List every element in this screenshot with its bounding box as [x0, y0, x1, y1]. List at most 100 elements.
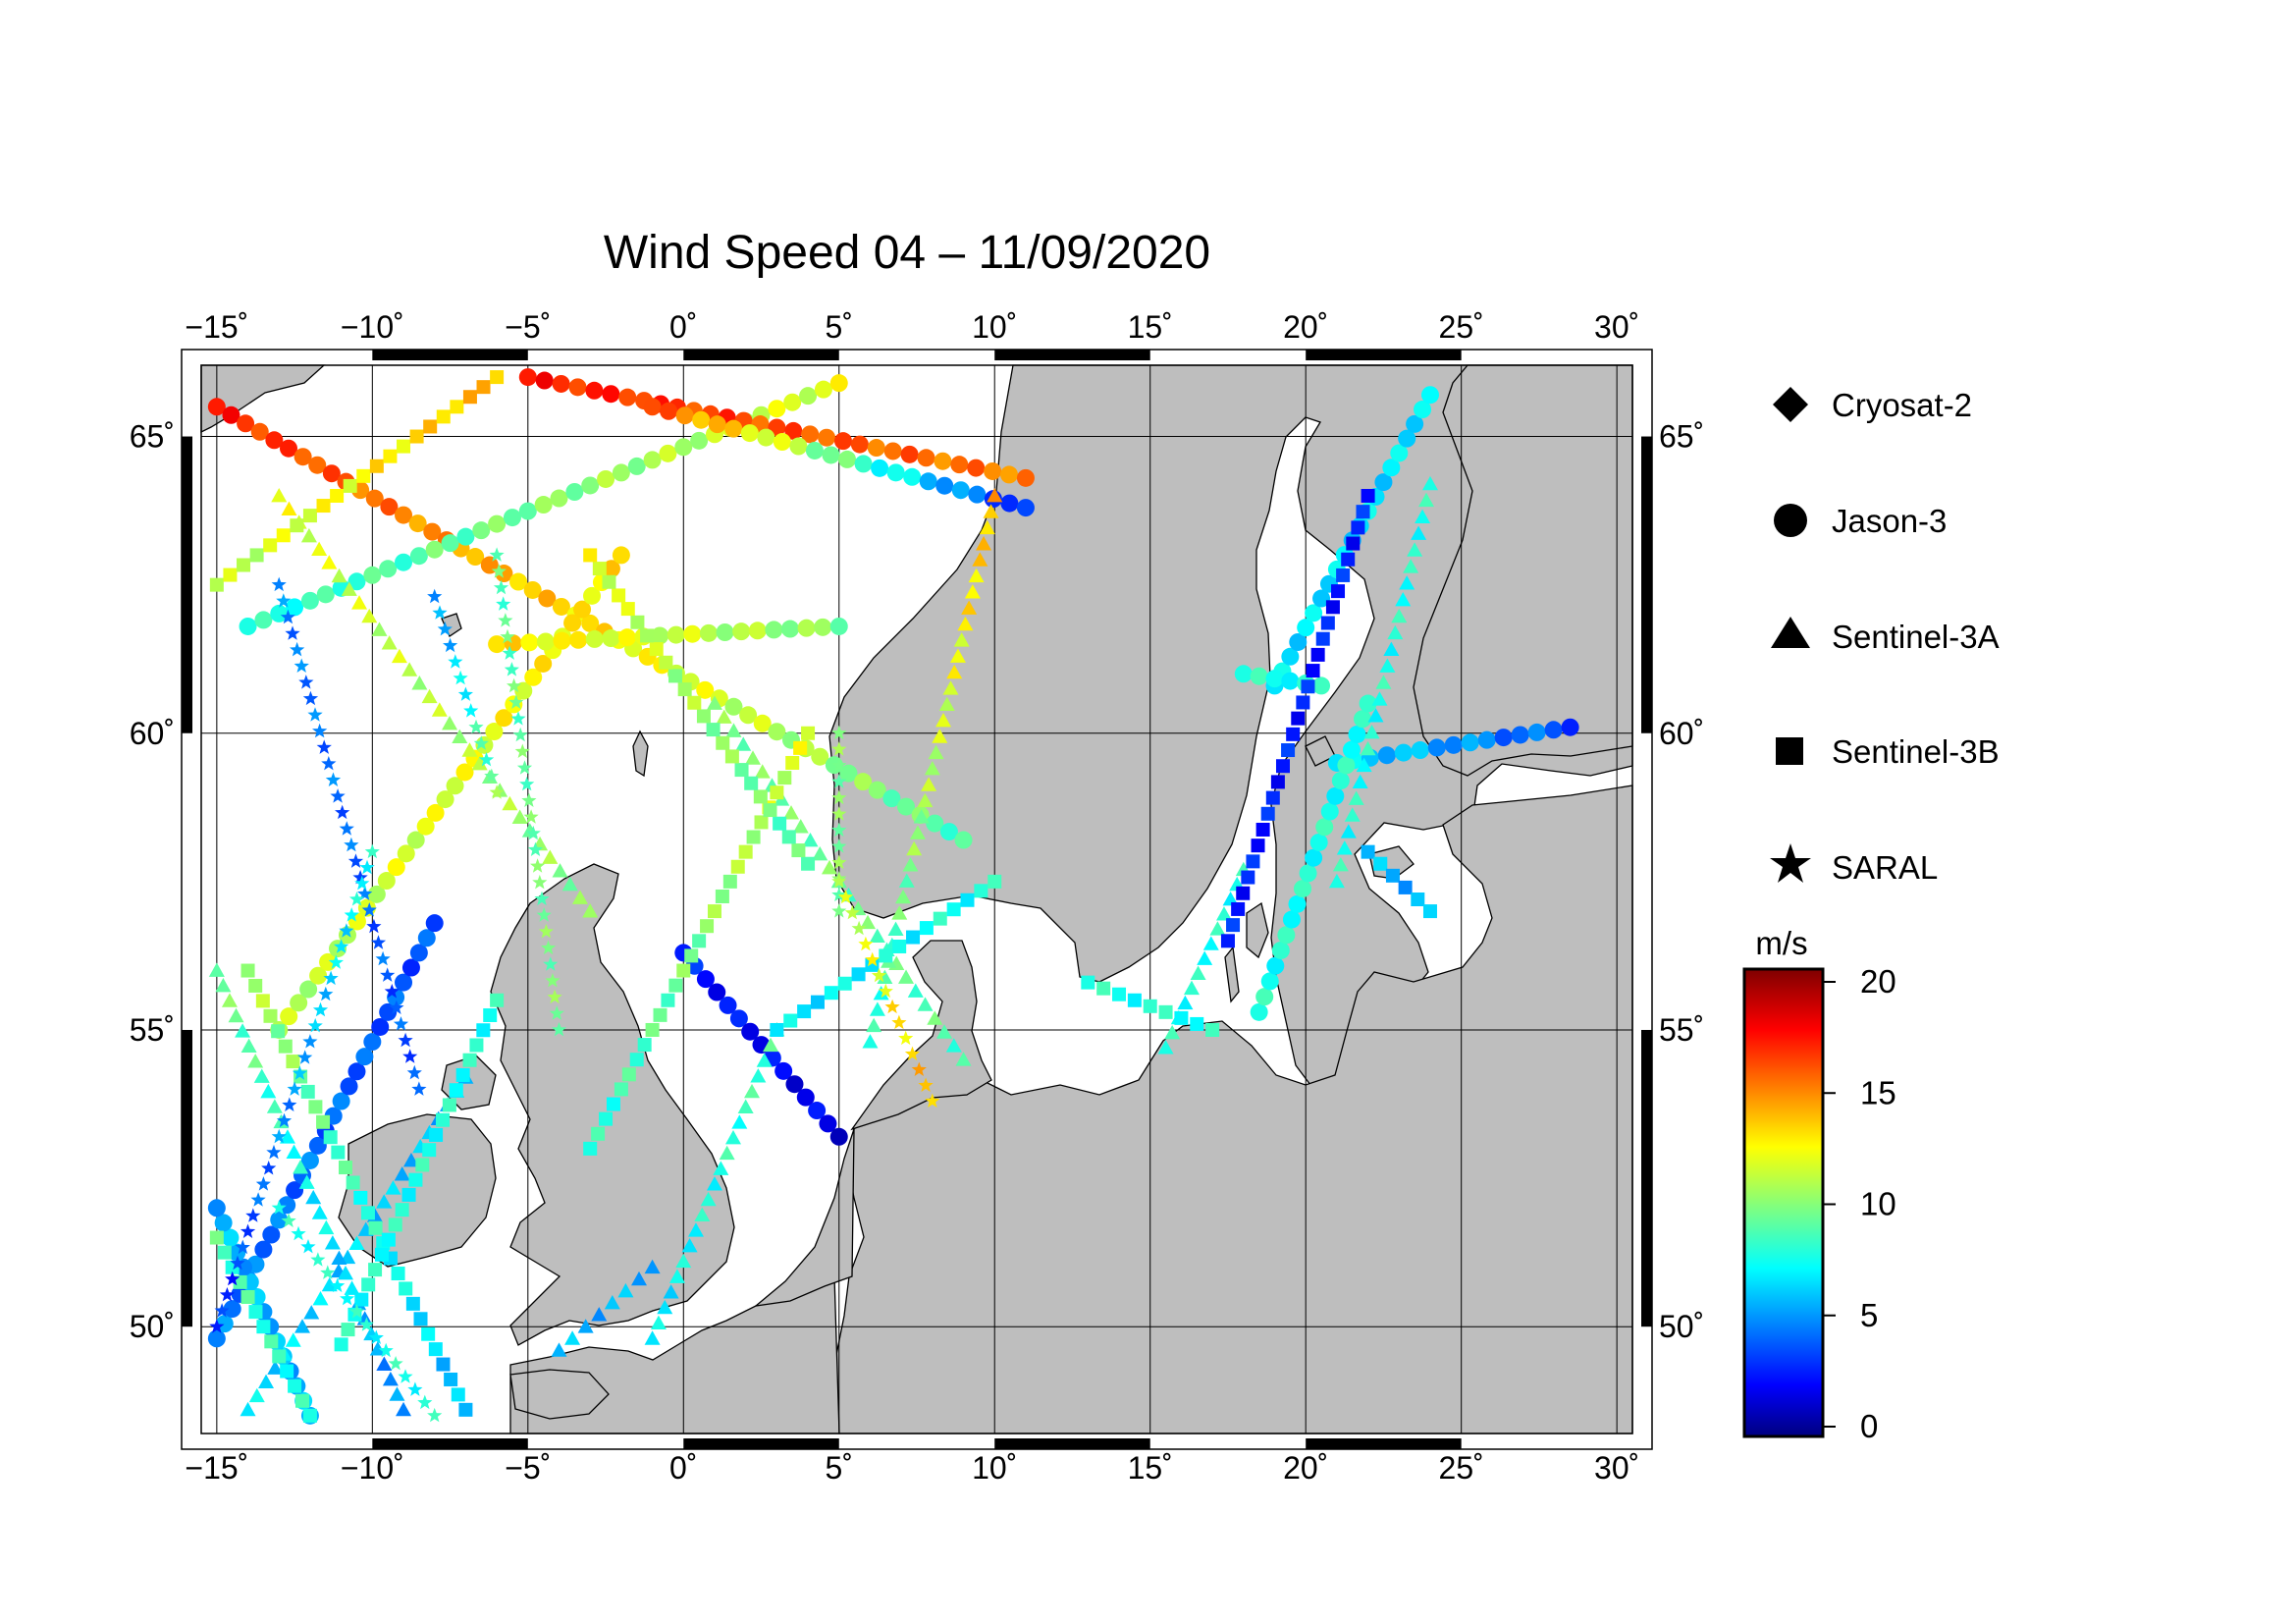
sentinel-3a-point	[1407, 542, 1423, 557]
jason-3-point	[573, 600, 592, 619]
sentinel-3a-point	[461, 742, 478, 757]
sentinel-3b-point	[988, 874, 1002, 889]
jason-3-point	[1427, 738, 1446, 757]
saral-point	[536, 907, 552, 922]
sentinel-3a-point	[744, 1083, 761, 1099]
saral-point	[298, 675, 314, 689]
lat-tick-label-right: 65˚	[1659, 419, 1704, 455]
sentinel-3b-point	[696, 709, 711, 724]
sentinel-3a-point	[248, 1387, 265, 1403]
colorbar-unit: m/s	[1755, 925, 1807, 961]
sentinel-3b-point	[316, 499, 331, 514]
sentinel-3b-point	[791, 843, 806, 858]
sentinel-3a-point	[303, 1305, 320, 1320]
sentinel-3b-point	[722, 874, 737, 889]
sentinel-3b-point	[290, 518, 304, 533]
sentinel-3b-point	[421, 1326, 436, 1341]
sentinel-3a-point	[511, 809, 528, 824]
saral-point	[831, 903, 847, 918]
jason-3-point	[651, 626, 669, 645]
sentinel-3a-point	[898, 873, 915, 888]
saral-point	[411, 1081, 427, 1096]
sentinel-3b-point	[879, 948, 893, 963]
sentinel-3a-point	[240, 1401, 256, 1417]
sentinel-3b-point	[1341, 552, 1356, 567]
saral-point	[330, 1277, 346, 1293]
diamond-icon	[1773, 387, 1808, 422]
saral-point	[347, 853, 364, 868]
border-segment	[1641, 1029, 1652, 1327]
jason-3-point	[436, 790, 454, 809]
jason-3-point	[850, 435, 869, 454]
sentinel-3a-point	[898, 969, 915, 984]
jason-3-point	[552, 597, 570, 616]
lon-tick-label-bottom: −15˚	[185, 1450, 248, 1486]
sentinel-3b-point	[256, 1320, 271, 1334]
sentinel-3a-point	[1375, 675, 1392, 689]
jason-3-point	[583, 586, 602, 605]
sentinel-3a-point	[938, 696, 955, 711]
sentinel-3a-point	[968, 568, 985, 583]
sentinel-3a-point	[1371, 691, 1388, 706]
jason-3-point	[667, 625, 685, 644]
lon-tick-label-bottom: 30˚	[1594, 1450, 1639, 1486]
saral-point	[380, 967, 396, 982]
sentinel-3a-point	[1352, 774, 1368, 789]
sentinel-3b-point	[1356, 505, 1370, 519]
sentinel-3a-point	[389, 1386, 405, 1401]
jason-3-point	[363, 1033, 382, 1052]
sentinel-3b-point	[1251, 839, 1265, 853]
map-frame	[181, 349, 1653, 1450]
saral-point	[500, 628, 515, 644]
legend-label: Sentinel-3A	[1832, 619, 2000, 655]
sentinel-3b-point	[330, 488, 345, 503]
lon-tick-label-bottom: 0˚	[669, 1450, 697, 1486]
jason-3-point	[796, 1088, 815, 1107]
sentinel-3b-point	[1260, 806, 1275, 821]
star-icon	[1770, 843, 1811, 883]
jason-3-point	[265, 431, 284, 450]
jason-3-point	[774, 1061, 793, 1080]
jason-3-point	[597, 469, 615, 488]
legend-item-sentinel-3a: Sentinel-3A	[1771, 617, 2000, 655]
sentinel-3b-point	[1143, 999, 1157, 1013]
jason-3-point	[1461, 733, 1479, 752]
sentinel-3b-point	[1320, 616, 1335, 630]
sentinel-3a-point	[371, 622, 388, 636]
sentinel-3a-point	[750, 1068, 767, 1083]
jason-3-point	[207, 1199, 226, 1217]
jason-3-point	[768, 723, 786, 741]
jason-3-point	[814, 618, 832, 636]
sentinel-3b-point	[354, 1292, 369, 1307]
jason-3-point	[1527, 723, 1546, 741]
jason-3-point	[1326, 786, 1345, 805]
sentinel-3b-point	[744, 776, 759, 790]
sentinel-3b-point	[1373, 856, 1388, 871]
sentinel-3b-point	[450, 400, 464, 414]
jason-3-point	[221, 1228, 240, 1247]
sentinel-3a-point	[431, 702, 448, 717]
jason-3-point	[1359, 694, 1377, 713]
jason-3-point	[1250, 667, 1268, 685]
circle-icon	[1774, 504, 1807, 537]
jason-3-point	[503, 509, 521, 527]
jason-3-point	[868, 781, 886, 799]
sentinel-3a-point	[700, 1191, 717, 1207]
jason-3-point	[387, 858, 405, 877]
sentinel-3a-point	[401, 662, 418, 676]
sentinel-3b-point	[409, 429, 424, 444]
sentinel-3a-point	[1157, 1040, 1174, 1055]
jason-3-point	[563, 614, 582, 632]
legend: Cryosat-2 Jason-3 Sentinel-3A Sentinel-3…	[1770, 387, 2000, 886]
jason-3-point	[1477, 730, 1496, 749]
jason-3-point	[708, 983, 726, 1001]
jason-3-point	[805, 441, 824, 460]
jason-3-point	[935, 476, 954, 495]
jason-3-point	[829, 617, 848, 635]
jason-3-point	[1282, 910, 1301, 929]
saral-point	[364, 843, 380, 859]
jason-3-point	[441, 534, 459, 553]
saral-point	[321, 756, 337, 771]
jason-3-point	[602, 560, 620, 578]
saral-point	[280, 609, 295, 624]
